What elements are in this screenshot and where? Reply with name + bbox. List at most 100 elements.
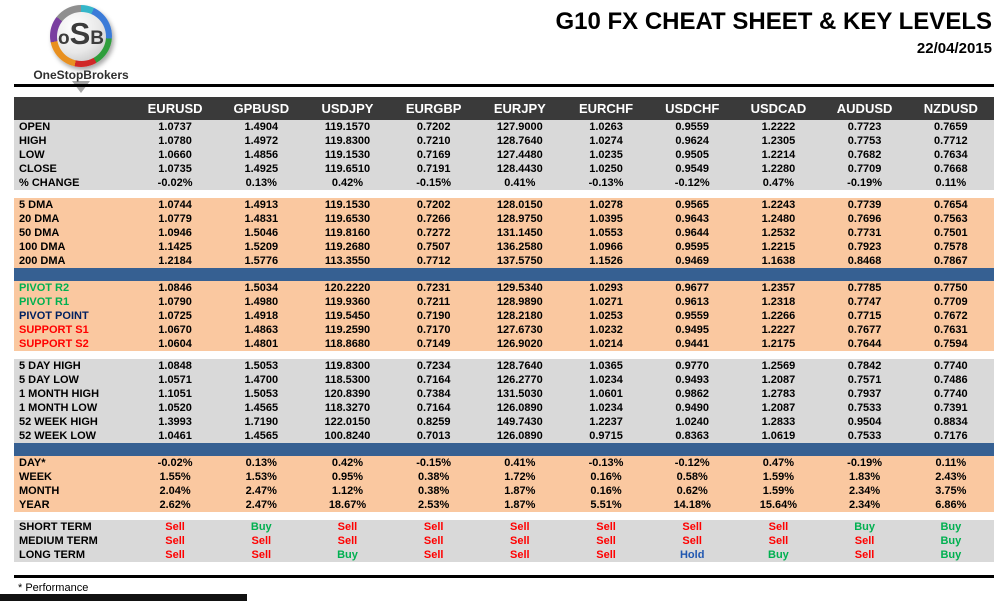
data-cell: 118.5300 <box>304 373 391 387</box>
data-cell: 0.7176 <box>907 429 994 443</box>
data-cell: 1.4831 <box>218 212 305 226</box>
page-title: G10 FX CHEAT SHEET & KEY LEVELS <box>555 8 992 35</box>
table-row: 20 DMA 1.0779 1.4831 119.6530 0.7266 128.9750… <box>14 212 994 226</box>
row-label: 200 DMA <box>14 254 132 268</box>
table-row: MEDIUM TERM Sell Sell Sell Sell Sell Sell Sell S… <box>14 534 994 548</box>
data-cell: 0.7672 <box>907 309 994 323</box>
data-cell: 1.0253 <box>562 309 650 323</box>
data-cell: 0.7644 <box>821 337 908 351</box>
data-cell: 0.7923 <box>821 240 908 254</box>
data-cell: 0.7654 <box>907 198 994 212</box>
data-cell: 0.7740 <box>907 359 994 373</box>
data-cell: 0.47% <box>735 176 822 190</box>
data-cell: 2.62% <box>132 498 219 512</box>
data-cell: 0.42% <box>304 456 391 470</box>
data-cell: 0.7231 <box>390 281 477 295</box>
data-cell: 14.18% <box>649 498 736 512</box>
data-cell: 0.8468 <box>821 254 908 268</box>
data-cell: 0.9595 <box>649 240 736 254</box>
data-cell: 0.58% <box>649 470 736 484</box>
table-row: LONG TERM Sell Sell Buy Sell Sell Sell Hold Buy S… <box>14 548 994 562</box>
data-cell: 0.7391 <box>907 401 994 415</box>
data-cell: 0.38% <box>390 484 477 498</box>
data-cell: 1.55% <box>132 470 219 484</box>
data-cell: 1.2318 <box>735 295 822 309</box>
data-cell: 0.13% <box>218 176 305 190</box>
row-label: 20 DMA <box>14 212 132 226</box>
row-label: LONG TERM <box>14 548 132 562</box>
data-cell: Sell <box>562 520 650 534</box>
column-header-eurgbp: EURGBP <box>390 97 477 120</box>
data-cell: 0.7740 <box>907 387 994 401</box>
data-cell: 0.38% <box>390 470 477 484</box>
data-cell: 1.2480 <box>735 212 822 226</box>
data-cell: 1.0520 <box>132 401 219 415</box>
data-cell: Sell <box>476 534 563 548</box>
data-cell: 1.72% <box>476 470 563 484</box>
data-cell: 1.0274 <box>562 134 650 148</box>
row-label: 50 DMA <box>14 226 132 240</box>
report-date: 22/04/2015 <box>916 40 992 57</box>
header-divider-line <box>14 84 994 87</box>
data-cell: Sell <box>132 534 219 548</box>
section-gap-row-cell <box>14 351 994 359</box>
data-cell: 1.87% <box>476 498 563 512</box>
data-cell: 6.86% <box>907 498 994 512</box>
data-cell: -0.13% <box>562 176 650 190</box>
data-cell: Buy <box>907 534 994 548</box>
data-cell: 0.7191 <box>390 162 477 176</box>
data-cell: 2.34% <box>821 498 908 512</box>
section-gap-row <box>14 512 994 520</box>
data-cell: 0.7594 <box>907 337 994 351</box>
data-cell: 0.7709 <box>907 295 994 309</box>
data-cell: 0.7631 <box>907 323 994 337</box>
data-cell: Buy <box>907 548 994 562</box>
data-cell: 0.7696 <box>821 212 908 226</box>
data-cell: 0.7533 <box>821 429 908 443</box>
data-cell: 1.4980 <box>218 295 305 309</box>
data-cell: 0.7731 <box>821 226 908 240</box>
table-row: 200 DMA 1.2184 1.5776 113.3550 0.7712 137.575… <box>14 254 994 268</box>
data-cell: 128.9750 <box>476 212 563 226</box>
table-row: SHORT TERM Sell Buy Sell Sell Sell Sell Sell Sel… <box>14 520 994 534</box>
data-cell: -0.02% <box>132 176 219 190</box>
data-cell: 0.41% <box>476 176 563 190</box>
data-cell: 1.2569 <box>735 359 822 373</box>
table-body: OPEN 1.0737 1.4904 119.1570 0.7202 127.9000 1.… <box>14 120 994 562</box>
data-cell: 0.7013 <box>390 429 477 443</box>
row-label: SUPPORT S2 <box>14 337 132 351</box>
data-cell: 0.7164 <box>390 373 477 387</box>
data-cell: 2.04% <box>132 484 219 498</box>
data-cell: 1.1051 <box>132 387 219 401</box>
data-cell: 1.0737 <box>132 120 219 134</box>
data-cell: 0.7202 <box>390 120 477 134</box>
data-cell: 1.2305 <box>735 134 822 148</box>
section-gap-row-cell <box>14 512 994 520</box>
data-cell: 100.8240 <box>304 429 391 443</box>
table-row: YEAR 2.62% 2.47% 18.67% 2.53% 1.87% 5.51% 14.18… <box>14 498 994 512</box>
data-cell: 1.2532 <box>735 226 822 240</box>
data-cell: 128.7640 <box>476 359 563 373</box>
data-cell: 127.9000 <box>476 120 563 134</box>
data-cell: 0.7169 <box>390 148 477 162</box>
data-cell: Sell <box>649 534 736 548</box>
data-cell: 0.95% <box>304 470 391 484</box>
data-cell: 1.3993 <box>132 415 219 429</box>
data-cell: 1.12% <box>304 484 391 498</box>
data-cell: Sell <box>132 520 219 534</box>
data-cell: 128.2180 <box>476 309 563 323</box>
data-cell: 119.6530 <box>304 212 391 226</box>
row-label: 52 WEEK LOW <box>14 429 132 443</box>
data-cell: -0.19% <box>821 176 908 190</box>
data-cell: 119.9360 <box>304 295 391 309</box>
data-cell: 0.7723 <box>821 120 908 134</box>
row-label: 100 DMA <box>14 240 132 254</box>
data-cell: 1.7190 <box>218 415 305 429</box>
row-label: SUPPORT S1 <box>14 323 132 337</box>
data-cell: 128.9890 <box>476 295 563 309</box>
row-label: PIVOT R1 <box>14 295 132 309</box>
row-label: 52 WEEK HIGH <box>14 415 132 429</box>
